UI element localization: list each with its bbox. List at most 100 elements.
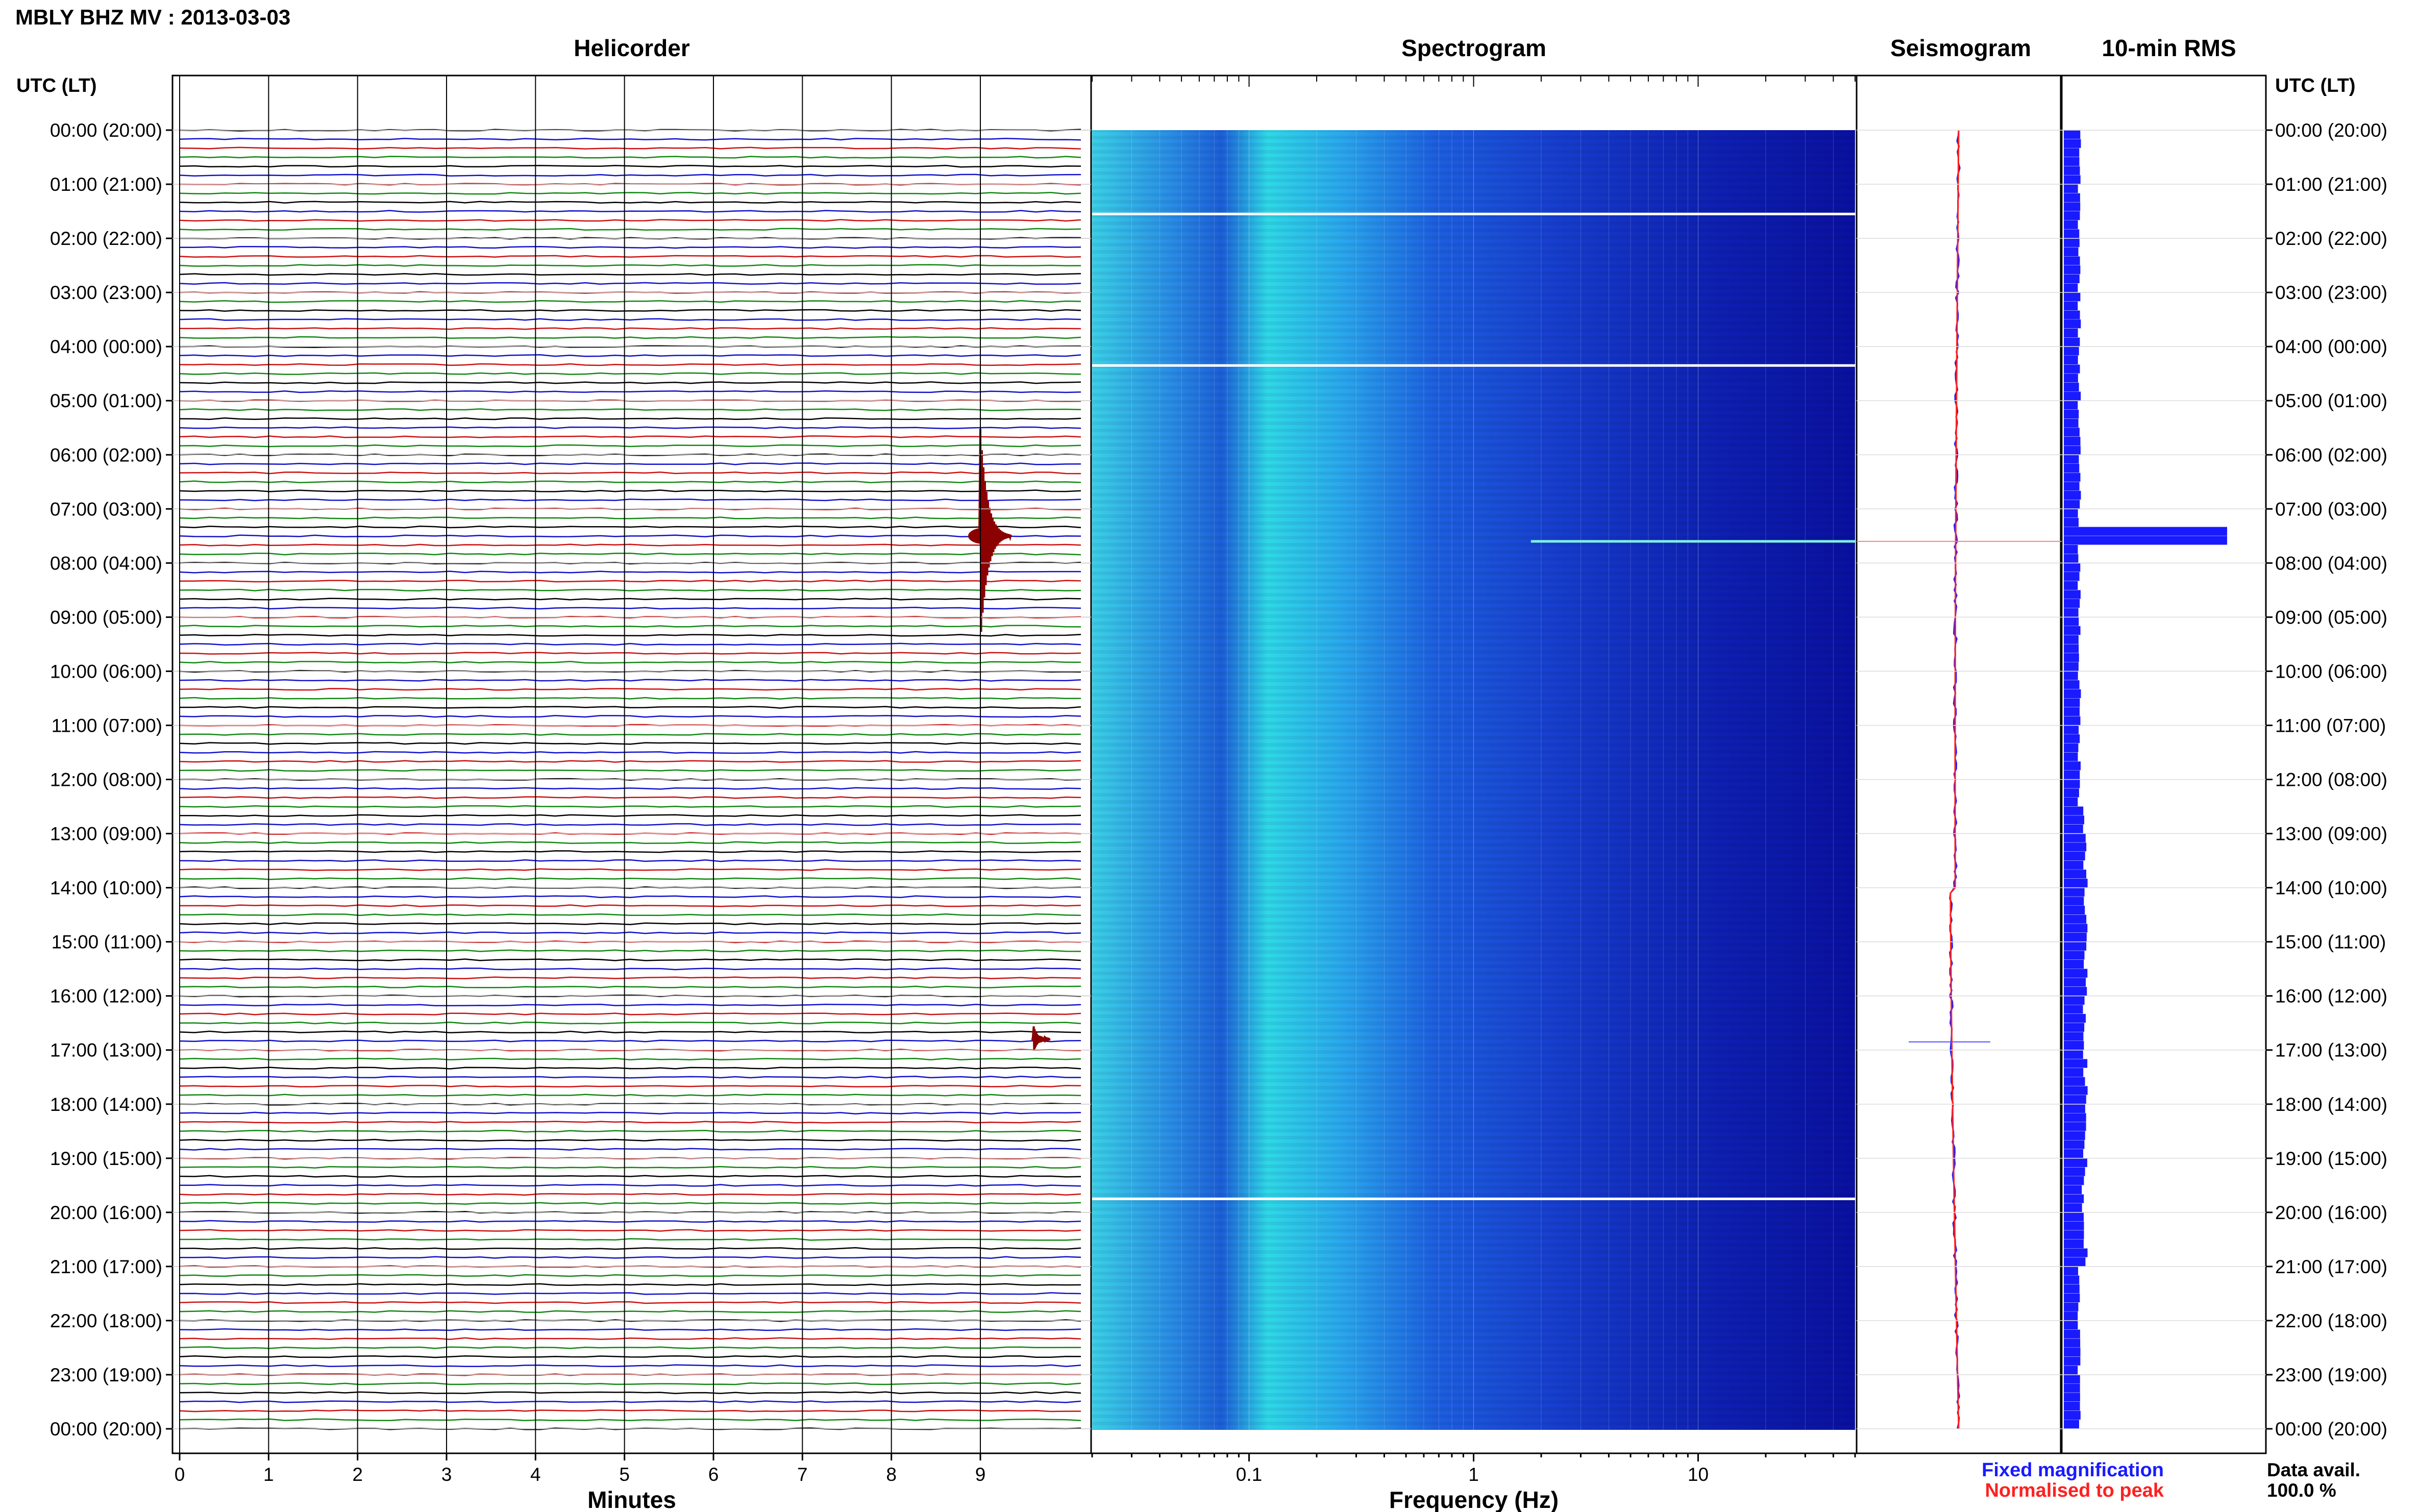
y-tick-label-right: 17:00 (13:00) xyxy=(2275,1040,2387,1061)
rms-bar xyxy=(2064,878,2088,888)
helicorder-trace xyxy=(179,606,1081,610)
rms-title: 10-min RMS xyxy=(2102,35,2236,61)
y-tick-label-left: 11:00 (07:00) xyxy=(52,715,162,736)
helicorder-trace xyxy=(179,1400,1081,1403)
rms-bar xyxy=(2064,409,2079,419)
rms-bar xyxy=(2064,554,2079,563)
helicorder-trace xyxy=(179,1202,1081,1205)
y-tick-label-right: 01:00 (21:00) xyxy=(2275,174,2387,195)
helicorder-trace xyxy=(179,661,1081,664)
helicorder-trace xyxy=(179,1039,1081,1043)
helicorder-trace xyxy=(179,1418,1081,1422)
helicorder-trace xyxy=(179,688,1081,691)
helicorder-trace xyxy=(179,561,1081,565)
rms-bar xyxy=(2064,1366,2078,1375)
y-tick-label-left: 01:00 (21:00) xyxy=(50,174,162,195)
helicorder-trace xyxy=(179,408,1081,411)
rms-bar xyxy=(2064,1420,2079,1429)
y-tick-label-right: 19:00 (15:00) xyxy=(2275,1148,2387,1169)
x-tick-label: 0 xyxy=(175,1464,185,1485)
y-tick-label-right: 04:00 (00:00) xyxy=(2275,336,2387,357)
rms-bar xyxy=(2064,1140,2085,1149)
rms-bar xyxy=(2064,842,2087,852)
helicorder-trace xyxy=(179,1138,1081,1142)
helicorder-trace xyxy=(179,165,1081,168)
helicorder-trace xyxy=(179,191,1081,195)
data-avail-value: 100.0 % xyxy=(2267,1480,2336,1501)
helicorder-trace xyxy=(179,1148,1081,1151)
helicorder-trace xyxy=(179,814,1081,817)
helicorder-trace xyxy=(179,300,1081,303)
helicorder-trace xyxy=(179,372,1081,375)
rms-bar xyxy=(2064,860,2084,870)
x-tick-label: 3 xyxy=(441,1464,452,1485)
rms-bar xyxy=(2064,617,2079,626)
helicorder-title: Helicorder xyxy=(574,35,690,61)
rms-bar xyxy=(2064,482,2080,491)
helicorder-trace xyxy=(179,210,1081,213)
spectrogram-texture xyxy=(1092,130,1855,1430)
rms-bar xyxy=(2064,734,2080,743)
y-tick-label-left: 22:00 (18:00) xyxy=(50,1310,162,1331)
helicorder-trace xyxy=(179,579,1081,583)
y-tick-label-right: 20:00 (16:00) xyxy=(2275,1202,2387,1223)
y-tick-label-left: 10:00 (06:00) xyxy=(50,661,162,682)
rms-bar xyxy=(2064,626,2081,635)
rms-bar xyxy=(2064,635,2079,644)
rms-bar xyxy=(2064,1050,2083,1059)
helicorder-trace xyxy=(179,489,1081,492)
y-tick-label-right: 02:00 (22:00) xyxy=(2275,228,2387,249)
rms-frame xyxy=(2061,75,2267,1454)
helicorder-trace xyxy=(179,1067,1081,1070)
helicorder-trace xyxy=(179,516,1081,519)
rms-bar xyxy=(2064,770,2080,779)
y-tick-label-left: 00:00 (20:00) xyxy=(50,120,162,141)
rms-bar xyxy=(2064,1230,2084,1240)
helicorder-trace xyxy=(179,1355,1081,1358)
helicorder-trace xyxy=(179,444,1081,448)
rms-bar xyxy=(2064,1203,2082,1212)
y-tick-label-right: 21:00 (17:00) xyxy=(2275,1256,2387,1277)
rms-bar xyxy=(2064,1221,2084,1230)
helicorder-trace xyxy=(179,381,1081,384)
helicorder-trace xyxy=(180,904,1081,907)
spectrogram-xlabel: Frequency (Hz) xyxy=(1389,1486,1559,1512)
helicorder-trace xyxy=(179,246,1081,249)
helicorder-trace xyxy=(179,417,1081,420)
rms-bar xyxy=(2064,229,2080,238)
helicorder-trace xyxy=(179,642,1081,646)
helicorder-trace xyxy=(179,886,1081,889)
helicorder-trace xyxy=(179,922,1081,925)
rms-bar xyxy=(2064,1131,2085,1140)
helicorder-trace xyxy=(179,1292,1081,1295)
x-tick-label: 7 xyxy=(797,1464,808,1485)
helicorder-trace xyxy=(179,967,1081,971)
rms-bar xyxy=(2064,941,2087,951)
helicorder-trace xyxy=(179,336,1081,339)
seismogram-frame xyxy=(1856,75,2062,1454)
helicorder-trace xyxy=(179,1283,1081,1286)
helicorder-trace xyxy=(179,363,1081,366)
freq-tick-label: 10 xyxy=(1688,1464,1709,1485)
y-tick-label-left: 03:00 (23:00) xyxy=(50,282,162,303)
helicorder-trace xyxy=(179,1111,1081,1115)
helicorder-trace xyxy=(179,390,1081,393)
y-tick-label-right: 06:00 (02:00) xyxy=(2275,444,2387,465)
rms-bar xyxy=(2064,310,2080,319)
helicorder-trace xyxy=(179,634,1081,637)
rms-bar xyxy=(2064,166,2080,175)
rms-bar xyxy=(2064,346,2079,356)
y-tick-label-right: 15:00 (11:00) xyxy=(2275,932,2386,953)
y-tick-label-left: 16:00 (12:00) xyxy=(50,986,162,1007)
helicorder-trace xyxy=(180,1184,1081,1187)
helicorder-trace xyxy=(179,796,1081,799)
rms-bar xyxy=(2064,743,2079,752)
rms-bar xyxy=(2064,211,2080,220)
spectrogram-title: Spectrogram xyxy=(1401,35,1546,61)
y-tick-label-right: 23:00 (19:00) xyxy=(2275,1365,2387,1385)
rms-bar xyxy=(2064,671,2078,680)
rms-bar xyxy=(2064,969,2088,978)
rms-bar xyxy=(2064,779,2080,788)
y-tick-label-right: 10:00 (06:00) xyxy=(2275,661,2387,682)
rms-bar xyxy=(2064,1068,2084,1077)
